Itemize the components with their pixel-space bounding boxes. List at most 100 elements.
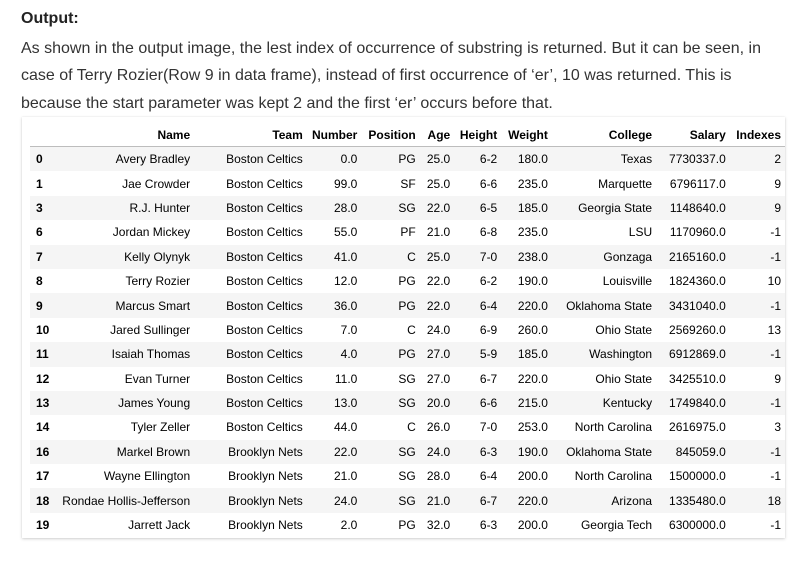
output-heading: Output:: [21, 10, 79, 27]
column-header-height: Height: [454, 123, 502, 147]
cell-name: Kelly Olynyk: [58, 244, 195, 269]
cell-name: R.J. Hunter: [58, 195, 195, 221]
cell-indexes: -1: [729, 293, 785, 318]
row-index: 19: [36, 518, 50, 533]
cell-number: 28.0: [306, 195, 362, 221]
table-row: 14 Tyler Zeller Boston Celtics 44.0 C 26.0 7-0…: [30, 415, 785, 439]
cell-weight: 220.0: [501, 293, 552, 318]
cell-weight: 220.0: [517, 371, 548, 386]
column-header-position: Position: [361, 123, 420, 147]
cell-age: 32.0: [426, 518, 451, 533]
cell-team: Boston Celtics: [226, 176, 303, 191]
cell-weight: 200.0: [517, 469, 548, 484]
cell-position: PG: [361, 342, 420, 367]
cell-team: Brooklyn Nets: [194, 488, 307, 513]
row-index: 3: [30, 195, 59, 221]
cell-age: 21.0: [426, 225, 451, 240]
row-index: 13: [30, 390, 59, 416]
cell-weight: 220.0: [501, 488, 552, 513]
cell-team: Boston Celtics: [226, 225, 303, 240]
row-index: 17: [36, 469, 50, 484]
table-row: 13 James Young Boston Celtics 13.0 SG 20.0 6-6…: [30, 390, 785, 416]
cell-salary: 3425510.0: [669, 371, 726, 386]
cell-position: SG: [398, 371, 416, 386]
column-header-name: Name: [58, 123, 195, 147]
cell-number: 44.0: [333, 420, 358, 435]
cell-weight: 260.0: [517, 322, 548, 337]
cell-number: 11.0: [334, 371, 358, 386]
cell-college: LSU: [628, 225, 653, 240]
cell-college: Oklahoma State: [551, 439, 657, 465]
cell-name: Jae Crowder: [122, 176, 191, 191]
cell-weight: 238.0: [501, 244, 552, 269]
cell-height: 6-2: [479, 274, 498, 289]
cell-team: Boston Celtics: [194, 342, 307, 367]
cell-height: 6-8: [479, 225, 498, 240]
column-header-age: Age: [419, 123, 455, 147]
cell-team: Boston Celtics: [226, 420, 303, 435]
cell-college: Gonzaga: [551, 244, 657, 269]
cell-salary: 1824360.0: [669, 274, 726, 289]
cell-name: Jared Sullinger: [110, 322, 191, 337]
row-index: 14: [36, 420, 50, 435]
cell-weight: 215.0: [501, 390, 552, 416]
row-index: 16: [30, 439, 59, 465]
cell-age: 20.0: [419, 390, 455, 416]
cell-position: C: [361, 244, 420, 269]
row-index: 0: [30, 146, 59, 172]
cell-number: 24.0: [306, 488, 362, 513]
cell-salary: 6796117.0: [669, 176, 726, 191]
row-index: 7: [30, 244, 59, 269]
cell-number: 41.0: [306, 244, 362, 269]
cell-indexes: 10: [767, 274, 781, 289]
table-row: 11 Isaiah Thomas Boston Celtics 4.0 PG 27.0 5-…: [30, 342, 785, 367]
row-index: 10: [36, 322, 50, 337]
cell-age: 22.0: [426, 274, 451, 289]
cell-name: Avery Bradley: [58, 146, 195, 172]
cell-position: SG: [361, 488, 420, 513]
cell-name: Terry Rozier: [125, 274, 191, 289]
cell-age: 26.0: [426, 420, 451, 435]
cell-salary: 1170960.0: [669, 225, 726, 240]
cell-name: Marcus Smart: [58, 293, 195, 318]
cell-position: SG: [398, 469, 416, 484]
cell-number: 55.0: [333, 225, 358, 240]
cell-indexes: 9: [774, 371, 781, 386]
cell-name: Jarrett Jack: [128, 518, 191, 533]
cell-age: 27.0: [426, 371, 451, 386]
cell-team: Boston Celtics: [194, 390, 307, 416]
cell-salary: 3431040.0: [656, 293, 730, 318]
cell-salary: 1500000.0: [669, 469, 726, 484]
cell-team: Boston Celtics: [194, 293, 307, 318]
column-header-indexes: Indexes: [729, 123, 785, 147]
column-header-number: Number: [306, 123, 362, 147]
cell-age: 21.0: [419, 488, 455, 513]
cell-number: 13.0: [306, 390, 362, 416]
cell-salary: 1335480.0: [656, 488, 730, 513]
dataframe-table: Name Team Number Position Age Height Weight Col…: [30, 123, 785, 537]
cell-salary: 6300000.0: [669, 518, 726, 533]
cell-name: Rondae Hollis-Jefferson: [58, 488, 195, 513]
cell-name: Evan Turner: [124, 371, 191, 386]
cell-age: 22.0: [419, 293, 455, 318]
row-index: 18: [30, 488, 59, 513]
cell-height: 6-7: [454, 488, 502, 513]
cell-team: Boston Celtics: [226, 274, 303, 289]
cell-height: 7-0: [454, 244, 502, 269]
cell-height: 6-6: [479, 176, 498, 191]
cell-indexes: 13: [767, 322, 781, 337]
cell-salary: 7730337.0: [656, 146, 730, 172]
cell-indexes: -1: [729, 342, 785, 367]
cell-weight: 190.0: [517, 274, 548, 289]
cell-college: Arizona: [551, 488, 657, 513]
cell-name: James Young: [58, 390, 195, 416]
cell-name: Markel Brown: [58, 439, 195, 465]
cell-salary: 1148640.0: [656, 195, 730, 221]
cell-indexes: 3: [774, 420, 781, 435]
cell-college: Ohio State: [595, 371, 653, 386]
cell-team: Boston Celtics: [194, 244, 307, 269]
cell-team: Brooklyn Nets: [228, 518, 303, 533]
cell-team: Boston Celtics: [194, 146, 307, 172]
cell-position: PG: [398, 274, 416, 289]
cell-name: Jordan Mickey: [112, 225, 191, 240]
